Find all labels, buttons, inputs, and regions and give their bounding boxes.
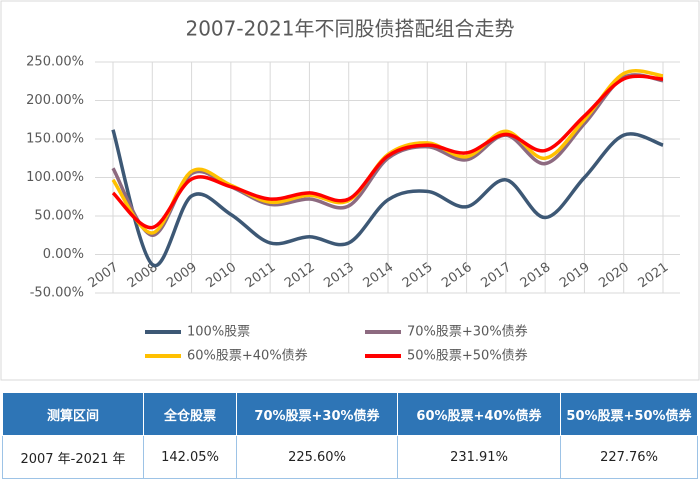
legend-label: 70%股票+30%债券 xyxy=(407,324,528,340)
summary-table: 测算区间 全仓股票 70%股票+30%债券 60%股票+40%债券 50%股票+… xyxy=(2,392,698,479)
series-line xyxy=(111,129,664,268)
x-tick-label: 2017 xyxy=(478,260,514,291)
header-cell: 60%股票+40%债券 xyxy=(397,392,561,436)
table-header: 测算区间 全仓股票 70%股票+30%债券 60%股票+40%债券 50%股票+… xyxy=(2,392,698,436)
x-tick-label: 2007 xyxy=(86,260,122,291)
header-cell: 50%股票+50%债券 xyxy=(560,392,698,436)
chart-frame xyxy=(0,0,700,381)
x-tick-label: 2018 xyxy=(518,260,554,291)
y-tick-label: -50.00% xyxy=(30,286,84,301)
table-row: 2007 年-2021 年 142.05% 225.60% 231.91% 22… xyxy=(2,435,698,479)
y-tick-label: 250.00% xyxy=(26,55,84,70)
y-tick-label: 200.00% xyxy=(26,93,84,108)
x-tick-label: 2009 xyxy=(164,260,200,291)
y-tick-label: 50.00% xyxy=(34,209,84,224)
cell: 2007 年-2021 年 xyxy=(2,435,144,479)
cell: 227.76% xyxy=(560,435,698,479)
x-tick-label: 2016 xyxy=(439,260,475,291)
y-tick-label: 100.00% xyxy=(26,170,84,185)
legend-label: 60%股票+40%债券 xyxy=(187,348,308,364)
x-tick-label: 2012 xyxy=(282,260,318,291)
x-tick-label: 2010 xyxy=(203,260,239,291)
x-tick-label: 2015 xyxy=(400,260,436,291)
cell: 225.60% xyxy=(236,435,398,479)
x-tick-label: 2020 xyxy=(596,260,632,291)
cell: 231.91% xyxy=(397,435,561,479)
y-tick-label: 0.00% xyxy=(43,247,84,262)
header-cell: 全仓股票 xyxy=(143,392,237,436)
x-tick-label: 2019 xyxy=(557,260,593,291)
x-tick-label: 2013 xyxy=(321,260,357,291)
series-line xyxy=(111,74,664,230)
x-tick-label: 2014 xyxy=(361,260,397,291)
cell: 142.05% xyxy=(143,435,237,479)
legend-label: 50%股票+50%债券 xyxy=(407,348,528,364)
y-tick-label: 150.00% xyxy=(26,132,84,147)
series-line xyxy=(111,73,664,237)
chart-title: 2007-2021年不同股债搭配组合走势 xyxy=(185,17,514,41)
x-tick-label: 2011 xyxy=(243,260,279,291)
x-tick-label: 2021 xyxy=(636,260,672,291)
header-cell: 70%股票+30%债券 xyxy=(236,392,398,436)
legend-label: 100%股票 xyxy=(187,325,250,340)
chart: 2007-2021年不同股债搭配组合走势 -50.00% 0.00% 50.00% 1… xyxy=(0,0,700,381)
header-cell: 测算区间 xyxy=(2,392,144,436)
